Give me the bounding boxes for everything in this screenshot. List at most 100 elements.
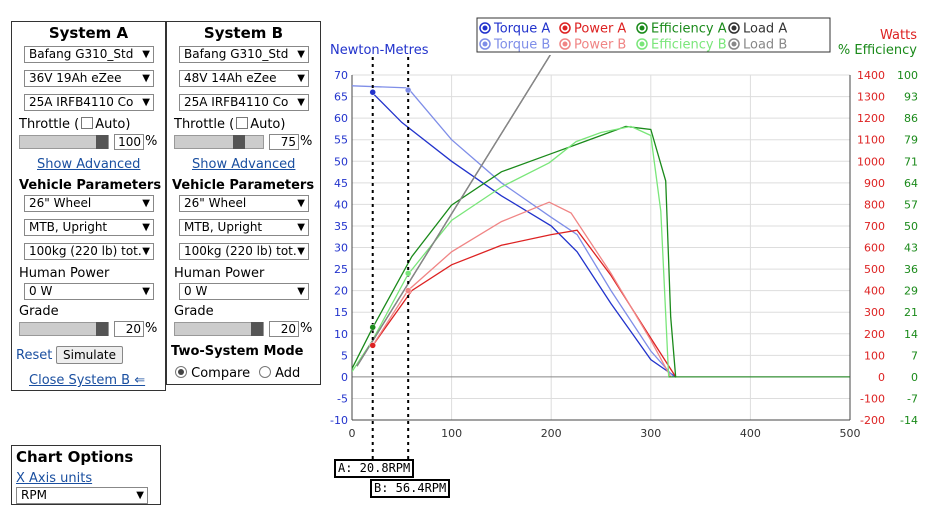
watts-tick-label: -100 (860, 392, 885, 405)
legend-label[interactable]: Power B (574, 38, 626, 53)
effA-series-line (352, 125, 677, 378)
human-power-label-a: Human Power (19, 266, 110, 281)
performance-chart[interactable]: 0 100 200 300 400 500 -10 -200 -14 -5 -100 -7 0 0 0 5 10… (320, 15, 950, 501)
legend-label[interactable]: Torque A (493, 22, 550, 37)
efficiency-tick-label: 71 (904, 155, 918, 168)
efficiency-tick-label: 50 (904, 220, 918, 233)
simulate-button[interactable]: Simulate (56, 346, 124, 364)
motor-select-a[interactable]: Bafang G310_Std ▼ (24, 46, 154, 63)
human-power-select-b[interactable]: 0 W ▼ (179, 283, 309, 300)
show-advanced-link-b[interactable]: Show Advanced (192, 157, 296, 172)
auto-checkbox-a[interactable] (81, 117, 94, 129)
add-radio[interactable]: Add (259, 366, 300, 381)
compare-radio-label: Compare (191, 366, 251, 381)
chart-axis-titles: Newton-Metres Watts % Efficiency (330, 28, 917, 58)
powerA-marker-point (369, 342, 376, 349)
grade-input-a[interactable]: 20 (114, 321, 144, 337)
weight-select-a[interactable]: 100kg (220 lb) tot. ▼ (24, 243, 154, 260)
close-system-b-link[interactable]: Close System B ⇐ (29, 373, 146, 388)
grade-slider-a[interactable] (19, 322, 109, 336)
battery-select-b[interactable]: 48V 14Ah eZee ▼ (179, 70, 309, 87)
add-radio-label: Add (275, 366, 301, 381)
show-advanced-link-a[interactable]: Show Advanced (37, 157, 141, 172)
throttle-percent-a: % (145, 134, 158, 149)
efficiency-tick-label: 0 (911, 371, 918, 384)
add-radio-dot[interactable] (259, 366, 271, 378)
reset-link[interactable]: Reset (16, 348, 53, 363)
throttle-label-b-text: Throttle ( (174, 117, 235, 132)
system-b-panel: System B Bafang G310_Std ▼ 48V 14Ah eZee ▼… (166, 21, 321, 385)
watts-tick-label: 400 (864, 285, 885, 298)
throttle-input-b[interactable]: 75 (269, 134, 299, 150)
chevron-down-icon: ▼ (142, 49, 150, 60)
legend-marker-dot (562, 41, 568, 47)
grade-slider-b[interactable] (174, 322, 264, 336)
torqueA-series-line (371, 91, 677, 378)
weight-select-b-value: 100kg (220 lb) tot. (184, 244, 297, 258)
effB-series-line (352, 125, 670, 378)
chart-options-title: Chart Options (16, 448, 134, 466)
watts-tick-label: 1300 (857, 91, 885, 104)
grade-slider-b-thumb[interactable] (251, 322, 263, 336)
chevron-down-icon: ▼ (142, 97, 150, 108)
chevron-down-icon: ▼ (142, 286, 150, 297)
controller-select-a[interactable]: 25A IRFB4110 Co ▼ (24, 94, 154, 111)
compare-radio[interactable]: Compare (175, 366, 250, 381)
chevron-down-icon: ▼ (142, 222, 150, 233)
legend-label[interactable]: Power A (574, 22, 626, 37)
efficiency-tick-label: 36 (904, 263, 918, 276)
throttle-slider-b-thumb[interactable] (233, 135, 245, 149)
compare-radio-dot[interactable] (175, 366, 187, 378)
powerB-marker-point (404, 287, 412, 294)
legend-label[interactable]: Torque B (493, 38, 550, 53)
auto-checkbox-b[interactable] (236, 117, 249, 129)
grade-label-a: Grade (19, 304, 59, 319)
throttle-slider-a[interactable] (19, 135, 109, 149)
chevron-down-icon: ▼ (142, 246, 150, 257)
left-tick-label: 70 (334, 69, 348, 82)
human-power-select-a[interactable]: 0 W ▼ (24, 283, 154, 300)
throttle-slider-b[interactable] (174, 135, 264, 149)
battery-select-a[interactable]: 36V 19Ah eZee ▼ (24, 70, 154, 87)
legend-label[interactable]: Efficiency B (651, 38, 727, 53)
chevron-down-icon: ▼ (297, 246, 305, 257)
chart-curves (352, 55, 850, 475)
wheel-select-b[interactable]: 26" Wheel ▼ (179, 195, 309, 212)
chart-options-panel: Chart Options X Axis units RPM ▼ (11, 445, 161, 505)
watts-tick-label: 1100 (857, 134, 885, 147)
efficiency-tick-label: 64 (904, 177, 918, 190)
legend-marker-dot (482, 41, 488, 47)
legend-label[interactable]: Efficiency A (651, 22, 727, 37)
legend-box (476, 17, 831, 53)
left-tick-label: -5 (337, 392, 348, 405)
grade-input-b[interactable]: 20 (269, 321, 299, 337)
bike-type-select-b[interactable]: MTB, Upright ▼ (179, 219, 309, 236)
weight-select-b[interactable]: 100kg (220 lb) tot. ▼ (179, 243, 309, 260)
wheel-select-a[interactable]: 26" Wheel ▼ (24, 195, 154, 212)
motor-select-b[interactable]: Bafang G310_Std ▼ (179, 46, 309, 63)
throttle-input-a[interactable]: 100 (114, 134, 144, 150)
grade-slider-a-thumb[interactable] (96, 322, 108, 336)
legend-label[interactable]: Load A (743, 22, 787, 37)
chart-legend[interactable]: Torque A Power A Efficiency A Load A Torque … (476, 17, 831, 53)
legend-marker-dot (731, 25, 737, 31)
throttle-slider-a-thumb[interactable] (96, 135, 108, 149)
throttle-label-a: Throttle (Auto) (19, 117, 130, 132)
x-axis-units-select[interactable]: RPM ▼ (16, 487, 148, 504)
bike-type-select-a[interactable]: MTB, Upright ▼ (24, 219, 154, 236)
grade-percent-a: % (145, 321, 158, 336)
system-a-panel: System A Bafang G310_Std ▼ 36V 19Ah eZee ▼… (11, 21, 166, 391)
left-tick-label: 20 (334, 285, 348, 298)
watts-tick-label: 1000 (857, 155, 885, 168)
efficiency-tick-label: 14 (904, 328, 918, 341)
watts-tick-label: 800 (864, 198, 885, 211)
controller-select-a-value: 25A IRFB4110 Co (29, 95, 134, 109)
efficiency-tick-label: -7 (907, 392, 918, 405)
torqueA-marker-point (369, 89, 376, 96)
controller-select-b[interactable]: 25A IRFB4110 Co ▼ (179, 94, 309, 111)
legend-label[interactable]: Load B (743, 38, 787, 53)
efficiency-tick-label: 29 (904, 285, 918, 298)
left-axis-title: Newton-Metres (330, 43, 429, 58)
chevron-down-icon: ▼ (297, 73, 305, 84)
efficiency-axis-title: % Efficiency (838, 43, 917, 58)
